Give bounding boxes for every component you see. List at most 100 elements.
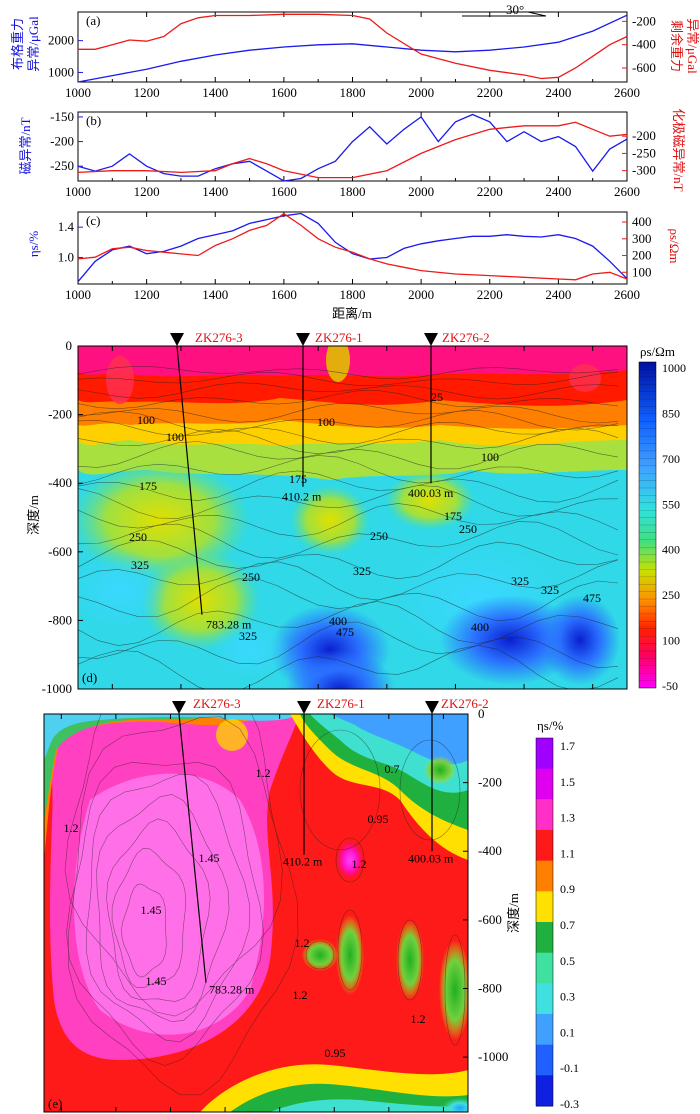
panel-e-colorbar-title: ηs/%	[537, 718, 563, 733]
panel-d-borehole-name: ZK276-2	[442, 330, 490, 345]
panel-b-ytick-right-label: -250	[632, 145, 656, 160]
panel-c: 1000 1200 1400 1600 1800 2000 2200 2400 2600 1.0 1…	[26, 211, 682, 321]
panel-d-ytick-label: -1000	[42, 681, 72, 696]
panel-b-xtick-label: 2600	[614, 184, 640, 199]
panel-e-contour-line	[121, 883, 167, 978]
panel-d-contour-label: 100	[481, 450, 499, 464]
panel-b-ytick-left-label: -250	[50, 158, 74, 173]
panel-b-xtick-label: 2000	[408, 184, 434, 199]
panel-e-contour-label: 1.45	[146, 974, 167, 988]
panel-e-contour-field	[44, 714, 468, 1112]
panel-d-borehole-marker-icon	[296, 333, 310, 346]
panel-d-contour-label: 400	[471, 620, 489, 634]
panel-d-borehole-name: ZK276-3	[195, 330, 243, 345]
panel-c-ytick-left-label: 1.4	[58, 219, 75, 234]
panel-a-ytick-left-label: 1000	[48, 64, 74, 79]
panel-b-xtick-label: 1000	[65, 184, 91, 199]
panel-d-colorbar-tick: 550	[662, 497, 680, 511]
panel-d-colorbar-tick: 400	[662, 543, 680, 557]
panel-a-frame	[77, 11, 628, 83]
panel-e-contour-line	[299, 729, 381, 851]
panel-d-borehole-name: ZK276-1	[315, 330, 363, 345]
panel-c-ytick-left-label: 1.0	[58, 249, 74, 264]
panel-d-tag: (d)	[82, 670, 97, 685]
panel-d-colorbar-tick: 1000	[662, 361, 686, 375]
panel-e-contour-line	[66, 761, 264, 1066]
panel-d-ytick-label: -600	[48, 544, 72, 559]
panel-d-borehole-marker-icon	[170, 333, 184, 346]
panel-b-xtick-label: 2400	[545, 184, 571, 199]
panel-d-frame	[77, 345, 628, 690]
panel-d-ytick-label: -400	[48, 475, 72, 490]
panel-a-xtick-label: 2400	[545, 85, 571, 100]
panel-d-colorbar-tick: 100	[662, 634, 680, 648]
panel-b: 1000 1200 1400 1600 1800 2000 2200 2400 2600 -150…	[18, 108, 686, 199]
azimuth-arrow-icon	[527, 11, 547, 17]
panel-a-xtick-label: 1200	[134, 85, 160, 100]
panel-c-right-label: ρs/Ωm	[667, 229, 682, 264]
panel-d-contour-label: 100	[166, 430, 184, 444]
panel-b-ytick-left-label: -150	[50, 109, 74, 124]
panel-d-contour-label: 100	[317, 415, 335, 429]
panel-d-depth-label: 深度/m	[26, 495, 41, 535]
panel-e-borehole-depth: 400.03 m	[408, 851, 454, 865]
panel-b-xtick-label: 1400	[202, 184, 228, 199]
panel-e-contour-line	[106, 818, 211, 1002]
panel-a-ytick-right-label: -400	[632, 37, 656, 52]
panel-c-xtick-label: 1000	[65, 287, 91, 302]
panel-e-colorbar-swatch	[536, 830, 553, 862]
panel-d-borehole-trace	[176, 345, 203, 615]
panel-a-ytick-left-label: 2000	[48, 33, 74, 48]
panel-e-borehole-depth: 410.2 m	[283, 855, 323, 869]
panel-d-contour-line	[78, 621, 619, 669]
panel-a-right-label-2: 异常/μGal	[685, 18, 700, 74]
panel-e-colorbar-swatch	[536, 1075, 553, 1107]
panel-c-xtick-label: 1400	[202, 287, 228, 302]
panel-e-contour-line	[335, 837, 365, 883]
panel-d-contour-label: 175	[444, 509, 462, 523]
panel-d-contour-line	[78, 455, 619, 485]
panel-b-series-right	[77, 121, 628, 179]
panel-e-colorbar-tick: 1.1	[560, 846, 575, 860]
panel-a-left-label-1: 布格重力	[10, 18, 25, 70]
panel-e-colorbar-tick: -0.1	[560, 1061, 579, 1075]
panel-d-contour-label: 175	[289, 472, 307, 486]
panel-d-colorbar-title: ρs/Ωm	[640, 344, 675, 359]
panel-d-contour-label: 325	[353, 564, 371, 578]
panel-d-contour-field	[78, 346, 627, 689]
panel-c-xtick-label: 1200	[134, 287, 160, 302]
panel-d-contour-line	[78, 382, 619, 400]
panel-e-borehole-name: ZK276-2	[441, 696, 489, 711]
panel-d-contour-line	[78, 601, 619, 646]
panel-e-colorbar-tick: 1.7	[560, 739, 575, 753]
panel-d-contour-line	[78, 539, 619, 580]
panel-d-contour-line	[78, 427, 619, 455]
panel-e: 0 -200 -400 -600 -800 -1000 1.2 1.2 1.45 1.45 1.4…	[43, 696, 579, 1113]
panel-e-colorbar-tick: 0.7	[560, 918, 575, 932]
panel-e-contour-line	[64, 714, 283, 1017]
panel-e-colorbar-frame	[535, 737, 554, 1107]
panel-c-ytick-right-label: 400	[632, 214, 652, 229]
panel-e-borehole-depth: 783.28 m	[209, 983, 255, 997]
panel-e-borehole-marker-icon	[425, 701, 439, 714]
panel-e-ytick-label: -200	[478, 775, 502, 790]
panel-e-colorbar-swatch	[536, 738, 553, 770]
panel-b-right-label: 化极磁异常/nT	[671, 108, 686, 191]
panel-d-contour-label: 475	[336, 625, 354, 639]
panel-d-contour-label: 250	[242, 570, 260, 584]
panel-c-series-right	[77, 212, 628, 281]
panel-e-contour-label: 1.2	[352, 857, 367, 871]
panel-e-ytick-label: -1000	[478, 1049, 508, 1064]
panel-c-xtick-label: 1800	[340, 287, 366, 302]
panel-b-left-label: 磁异常/nT	[18, 117, 33, 174]
panel-a-ytick-right-label: -200	[632, 13, 656, 28]
panel-b-ytick-right-label: -300	[632, 163, 656, 178]
panel-d-contour-line	[78, 410, 619, 433]
panel-c-frame	[77, 211, 628, 285]
panel-d-contour-line	[78, 578, 619, 622]
panel-d-borehole-depth: 783.28 m	[206, 618, 252, 632]
panel-c-xtick-label: 2000	[408, 287, 434, 302]
panel-e-colorbar-swatch	[536, 952, 553, 984]
panel-c-left-label: ηs/%	[26, 231, 41, 257]
